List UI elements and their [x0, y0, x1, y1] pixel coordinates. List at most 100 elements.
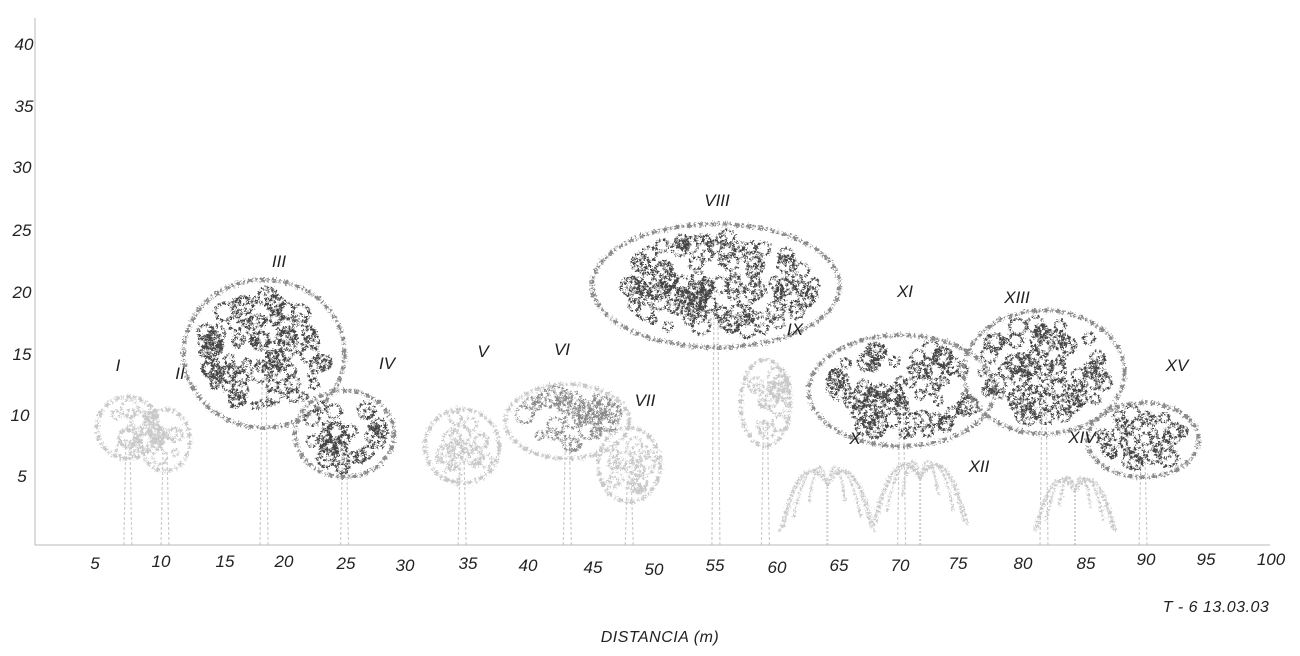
foliage-clump: [772, 297, 787, 312]
foliage-clump: [591, 414, 602, 425]
foliage-clump: [998, 336, 1008, 345]
palm-frond: [919, 463, 966, 524]
foliage-clump: [731, 246, 746, 260]
foliage-clump: [767, 395, 788, 416]
foliage-clump: [365, 427, 383, 445]
foliage-clump: [868, 342, 886, 360]
tree-crown: [596, 425, 663, 504]
foliage-clump: [316, 354, 333, 371]
foliage-clump: [515, 404, 535, 424]
foliage-clump: [606, 475, 620, 489]
foliage-clump: [661, 283, 672, 294]
tree-crown: [503, 382, 632, 461]
foliage-clump: [337, 433, 351, 447]
foliage-clump: [1090, 349, 1106, 365]
tree-trunk: [562, 436, 572, 546]
foliage-clump: [758, 421, 777, 440]
foliage-clump: [654, 238, 670, 254]
foliage-clump: [928, 412, 944, 427]
foliage-clump: [448, 430, 462, 443]
foliage-clump: [755, 310, 764, 320]
foliage-clump: [557, 390, 574, 407]
foliage-clump: [825, 381, 841, 396]
foliage-clump: [826, 372, 845, 391]
foliage-clump: [936, 352, 952, 368]
foliage-clump: [325, 403, 343, 420]
foliage-clump: [256, 314, 268, 327]
foliage-clump: [655, 260, 674, 279]
foliage-clump: [262, 360, 280, 379]
foliage-clump: [692, 281, 704, 293]
tree-label: II: [175, 364, 185, 383]
foliage-clump: [201, 341, 219, 359]
foliage-clump: [784, 273, 795, 284]
y-tick-label: 5: [17, 467, 27, 486]
foliage-clump: [752, 282, 767, 297]
tree-xiii: [961, 308, 1127, 546]
tree-label: XV: [1165, 356, 1190, 375]
foliage-clump: [566, 392, 584, 410]
foliage-clump: [1070, 367, 1086, 383]
foliage-clump: [1033, 339, 1052, 358]
foliage-clump: [353, 449, 368, 463]
foliage-clump: [1029, 336, 1043, 349]
foliage-clump: [249, 362, 271, 384]
foliage-clump: [344, 424, 358, 438]
x-tick-label: 90: [1137, 550, 1156, 569]
x-tick-label: 100: [1257, 550, 1286, 569]
tree-trunk: [760, 420, 771, 546]
foliage-clump: [355, 453, 367, 465]
foliage-clump: [568, 438, 582, 452]
foliage-clump: [267, 349, 287, 368]
foliage-clump: [753, 259, 763, 270]
foliage-clump: [1009, 401, 1019, 411]
foliage-clump: [223, 353, 236, 366]
foliage-clump: [545, 427, 558, 440]
foliage-clump: [231, 297, 241, 308]
foliage-clump: [980, 345, 999, 364]
foliage-clump: [743, 240, 757, 254]
foliage-clump: [719, 228, 736, 245]
foliage-clump: [693, 234, 705, 245]
foliage-clump: [682, 293, 702, 314]
tree-ii: [138, 407, 192, 546]
foliage-clump: [229, 389, 240, 401]
foliage-clump: [356, 401, 376, 421]
foliage-clump: [270, 305, 282, 318]
tree-id-labels: I II III IV V VI VII VIII IX X XI XII XI…: [116, 191, 1190, 476]
foliage-clump: [886, 384, 905, 403]
foliage-clump: [1037, 392, 1057, 411]
foliage-clump: [1056, 333, 1071, 347]
foliage-clump: [266, 378, 280, 393]
tree-vi: [503, 382, 632, 546]
foliage-clump: [624, 275, 641, 292]
foliage-clump: [894, 375, 906, 387]
foliage-clump: [727, 288, 740, 301]
tree-trunk: [897, 412, 907, 546]
foliage-clump: [1037, 372, 1049, 383]
foliage-clump: [1089, 392, 1102, 405]
foliage-clump: [463, 416, 478, 432]
tree-crown: [590, 221, 842, 350]
x-tick-label: 70: [891, 556, 910, 575]
foliage-clump: [635, 302, 655, 321]
palm-frond: [826, 470, 877, 533]
tree-i: [94, 394, 161, 546]
x-tick-label: 25: [336, 554, 356, 573]
tree-iii: [181, 277, 347, 546]
y-tick-label: 35: [15, 97, 34, 116]
tree-label: I: [116, 356, 121, 375]
foliage-clump: [214, 301, 235, 322]
foliage-clump: [712, 275, 730, 294]
foliage-clump: [771, 414, 789, 432]
tree-trunk: [624, 479, 634, 546]
foliage-clump: [865, 341, 882, 358]
foliage-clump: [328, 447, 338, 457]
foliage-clump: [266, 296, 283, 313]
foliage-clump: [202, 357, 221, 377]
foliage-clump: [673, 306, 683, 316]
palm-frond: [875, 463, 922, 524]
foliage-clump: [231, 379, 249, 398]
foliage-clump: [299, 344, 320, 364]
foliage-clump: [977, 368, 987, 378]
